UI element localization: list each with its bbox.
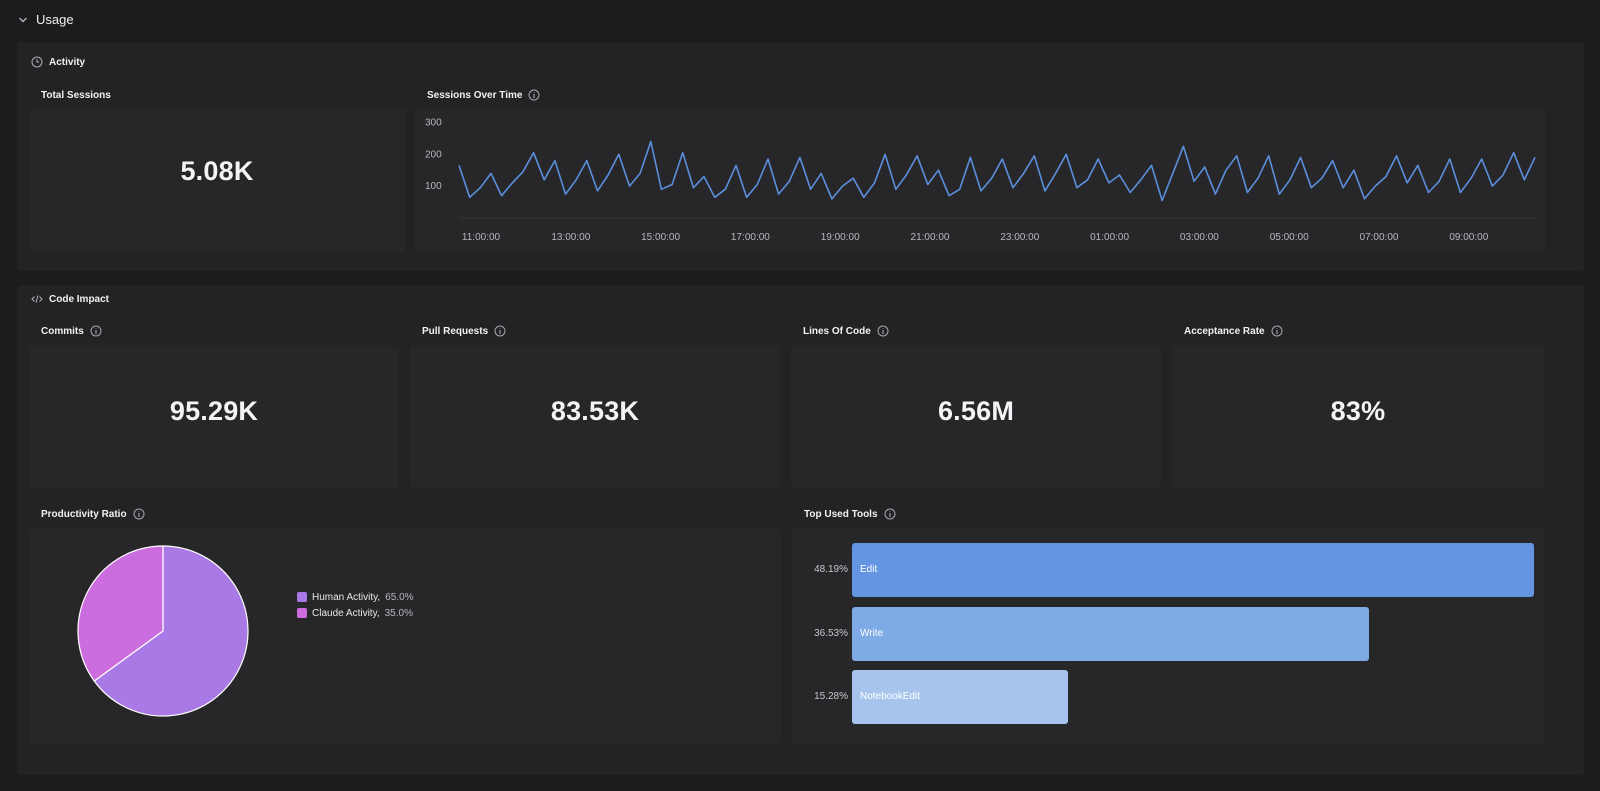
total-sessions-value: 5.08K [180, 156, 254, 186]
code-impact-section-title: Code Impact [31, 293, 109, 305]
x-tick-label: 11:00:00 [462, 232, 501, 243]
activity-title: Activity [49, 56, 86, 68]
acceptance-rate-value: 83% [1330, 396, 1386, 426]
bar-row: 48.19% Edit [792, 543, 1544, 597]
usage-collapse-toggle[interactable]: Usage [18, 12, 74, 27]
bar-row: 15.28% NotebookEdit [792, 670, 1544, 724]
pie-slice-human-activity[interactable] [93, 545, 249, 717]
legend-pct-human: 65.0% [385, 591, 414, 603]
sessions-over-time-card: Sessions Over Time 100 200 300 11:00:00 13:0… [415, 80, 1545, 252]
top-used-tools-title: Top Used Tools [804, 508, 878, 520]
bar-label: Write [860, 628, 884, 639]
tools-bar-chart: 48.19% Edit 36.53% Write 15.28% Notebook… [792, 543, 1544, 733]
info-icon[interactable] [90, 325, 102, 337]
info-icon[interactable] [528, 89, 540, 101]
sessions-over-time-title: Sessions Over Time [427, 89, 523, 101]
info-icon[interactable] [877, 325, 889, 337]
lines-of-code-value: 6.56M [937, 396, 1015, 426]
x-tick-label: 01:00:00 [1090, 232, 1129, 243]
productivity-ratio-title: Productivity Ratio [41, 508, 127, 520]
pie-slice-claude-activity[interactable] [77, 545, 164, 682]
x-tick-label: 13:00:00 [551, 232, 590, 243]
x-tick-label: 19:00:00 [821, 232, 860, 243]
code-impact-title: Code Impact [49, 293, 110, 305]
info-icon[interactable] [1271, 325, 1283, 337]
bar-edit[interactable]: Edit [852, 543, 1534, 597]
bar-row: 36.53% Write [792, 607, 1544, 661]
total-sessions-title: Total Sessions [41, 89, 111, 101]
bar-notebookedit[interactable]: NotebookEdit [852, 670, 1069, 724]
x-tick-label: 17:00:00 [731, 232, 770, 243]
legend-label-claude: Claude Activity, [312, 607, 380, 619]
x-tick-label: 03:00:00 [1180, 232, 1219, 243]
lines-of-code-card: Lines Of Code 6.56M [791, 316, 1161, 488]
legend-pct-claude: 35.0% [384, 607, 413, 619]
x-tick-label: 05:00:00 [1270, 232, 1309, 243]
activity-section-title: Activity [31, 56, 85, 68]
code-icon [31, 295, 43, 303]
series-line[interactable] [458, 140, 1536, 202]
y-tick-label: 200 [425, 149, 442, 160]
legend-item-claude[interactable]: Claude Activity, 35.0% [297, 605, 414, 621]
commits-title: Commits [41, 325, 84, 337]
y-tick-label: 100 [425, 181, 442, 192]
commits-card: Commits 95.29K [29, 316, 399, 488]
usage-title: Usage [36, 12, 74, 27]
x-tick-label: 23:00:00 [1000, 232, 1039, 243]
bar-label: NotebookEdit [860, 691, 921, 702]
legend-item-human[interactable]: Human Activity, 65.0% [297, 589, 414, 605]
x-tick-label: 21:00:00 [911, 232, 950, 243]
commits-value: 95.29K [169, 396, 259, 426]
x-tick-label: 09:00:00 [1449, 232, 1488, 243]
productivity-ratio-card: Productivity Ratio Human Activity, 65.0%… [29, 499, 781, 745]
code-impact-section: Code Impact Commits 95.29K Pull Requests… [17, 285, 1584, 775]
lines-of-code-title: Lines Of Code [803, 325, 871, 337]
info-icon[interactable] [494, 325, 506, 337]
acceptance-rate-card: Acceptance Rate 83% [1172, 316, 1544, 488]
sessions-line-chart: 100 200 300 11:00:00 13:00:00 15:00:00 17:00:0… [425, 117, 1536, 243]
legend-swatch-human [297, 592, 307, 602]
bar-pct: 36.53% [814, 628, 848, 639]
pull-requests-value: 83.53K [550, 396, 640, 426]
bar-pct: 15.28% [814, 691, 848, 702]
pie-legend: Human Activity, 65.0% Claude Activity, 3… [297, 589, 414, 621]
info-icon[interactable] [884, 508, 896, 520]
legend-swatch-claude [297, 608, 307, 618]
bar-pct: 48.19% [814, 564, 848, 575]
legend-label-human: Human Activity, [312, 591, 381, 603]
x-tick-label: 07:00:00 [1360, 232, 1399, 243]
clock-icon [31, 56, 43, 68]
bar-label: Edit [860, 564, 878, 575]
x-tick-label: 15:00:00 [641, 232, 680, 243]
chevron-down-icon [19, 17, 27, 22]
info-icon[interactable] [133, 508, 145, 520]
bar-write[interactable]: Write [852, 607, 1369, 661]
productivity-pie-chart [77, 545, 249, 717]
pull-requests-card: Pull Requests 83.53K [410, 316, 780, 488]
top-used-tools-card: Top Used Tools 48.19% Edit 36.53% Write … [792, 499, 1544, 745]
acceptance-rate-title: Acceptance Rate [1184, 325, 1265, 337]
pull-requests-title: Pull Requests [422, 325, 489, 337]
activity-section: Activity Total Sessions 5.08K Sessions O… [17, 42, 1584, 271]
y-tick-label: 300 [425, 117, 442, 128]
total-sessions-card: Total Sessions 5.08K [29, 80, 405, 252]
